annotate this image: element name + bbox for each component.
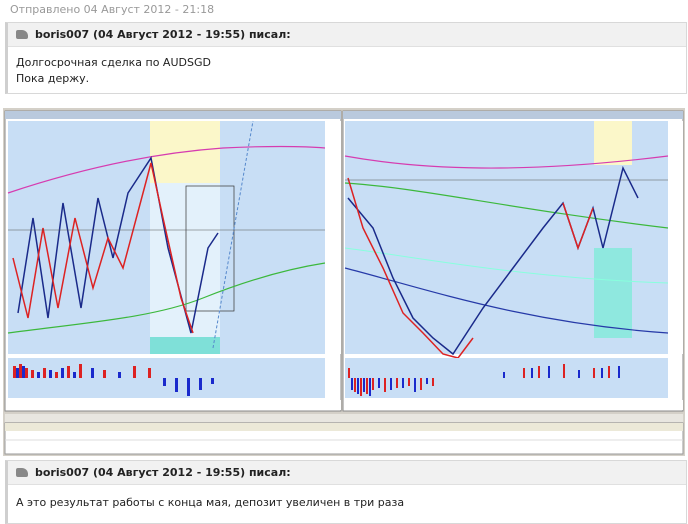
table-header (5, 423, 683, 431)
quote-line: А это результат работы с конца мая, депо… (16, 496, 405, 509)
trading-screenshot (3, 108, 685, 456)
zigzag (347, 165, 639, 356)
price-axis (325, 121, 341, 354)
quote-icon (16, 30, 28, 39)
band-line (344, 155, 669, 169)
zigzag (347, 177, 474, 359)
quote-body: Долгосрочная сделка по AUDSGD Пока держу… (8, 47, 686, 95)
quote-header: boris007 (04 Август 2012 - 19:55) писал: (8, 23, 686, 47)
zone (150, 337, 220, 354)
band-line (344, 182, 669, 229)
histogram (13, 364, 214, 396)
tab-strip (5, 414, 683, 422)
quote-author: boris007 (04 Август 2012 - 19:55) писал: (35, 28, 291, 41)
band-line (344, 267, 669, 334)
band-line (7, 145, 326, 194)
quote-header: boris007 (04 Август 2012 - 19:55) писал: (8, 461, 686, 485)
indicator-pane (8, 358, 325, 398)
window-title (343, 111, 683, 119)
sent-date: Отправлено 04 Август 2012 - 21:18 (10, 3, 215, 16)
zone (594, 248, 632, 338)
quote-author: boris007 (04 Август 2012 - 19:55) писал: (35, 466, 291, 479)
date-axis (345, 400, 683, 410)
quote-body: А это результат работы с конца мая, депо… (8, 485, 686, 519)
quote-icon (16, 468, 28, 477)
zigzag (12, 162, 194, 334)
trendline (212, 120, 254, 349)
zigzag (17, 156, 219, 334)
band-line (344, 247, 669, 284)
zigzag (562, 202, 594, 251)
zone (594, 121, 632, 165)
quote-box: boris007 (04 Август 2012 - 19:55) писал:… (5, 460, 687, 524)
quote-box: boris007 (04 Август 2012 - 19:55) писал:… (5, 22, 687, 94)
indicator-pane (345, 358, 668, 398)
quote-line: Пока держу. (16, 72, 90, 85)
box (185, 185, 235, 312)
quote-line: Долгосрочная сделка по AUDSGD (16, 56, 211, 69)
window-title (5, 111, 341, 119)
date-axis (8, 400, 341, 410)
price-axis (668, 121, 683, 354)
